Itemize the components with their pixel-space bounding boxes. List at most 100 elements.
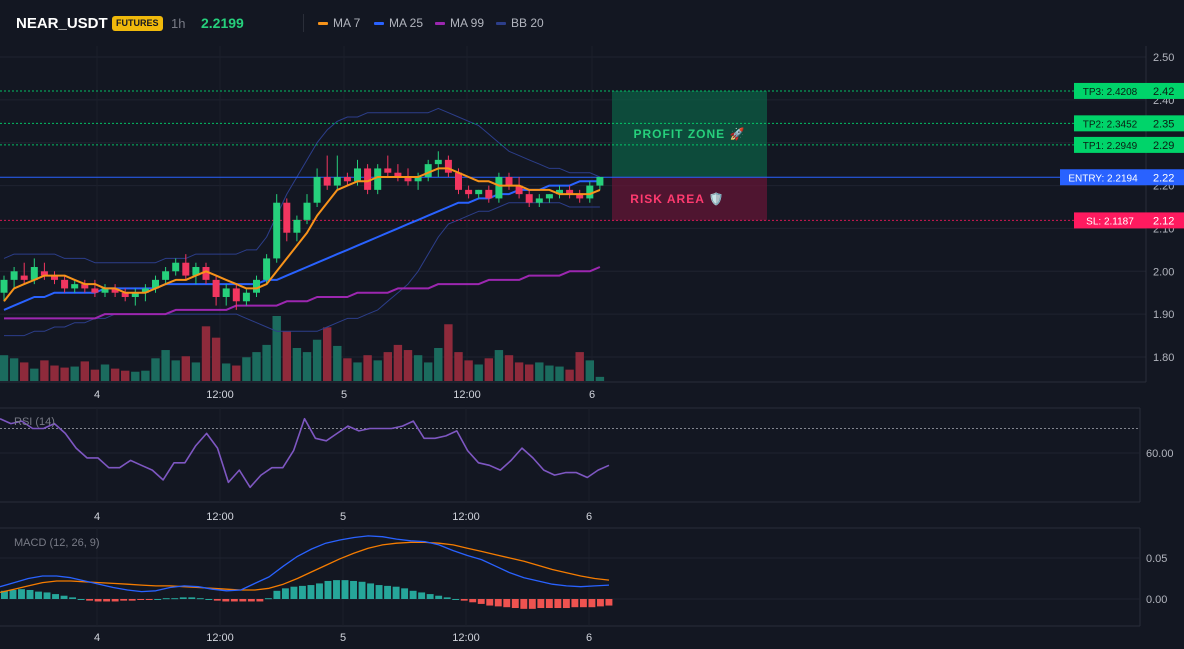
volume-bar <box>9 358 19 381</box>
macd-histogram-bar <box>273 590 281 599</box>
candle <box>182 262 190 276</box>
volume-bar <box>40 360 49 381</box>
macd-histogram-bar <box>384 585 392 599</box>
macd-histogram-bar <box>103 599 111 602</box>
legend-ma99[interactable]: MA 99 <box>435 16 484 30</box>
macd-histogram-bar <box>94 599 102 602</box>
candle <box>253 279 260 293</box>
macd-histogram-bar <box>537 599 545 609</box>
macd-tick-label: 0.05 <box>1146 553 1167 565</box>
macd-histogram-bar <box>392 586 400 599</box>
rsi-title: RSI (14) <box>14 416 55 428</box>
volume-bar <box>201 326 211 381</box>
volume-bar <box>494 350 504 381</box>
volume-bar <box>141 370 150 381</box>
candle <box>444 159 452 173</box>
candle <box>586 185 594 199</box>
time-tick-label: 4 <box>94 632 100 644</box>
risk-zone <box>612 177 767 221</box>
legend-swatch-icon <box>435 22 445 26</box>
candle <box>242 292 250 302</box>
time-tick-label: 5 <box>340 511 346 523</box>
macd-histogram-bar <box>196 598 204 600</box>
macd-histogram-bar <box>452 599 460 600</box>
price-tick-label: 2.00 <box>1153 266 1174 278</box>
candle <box>283 202 291 233</box>
volume-bar <box>70 366 79 381</box>
macd-histogram-bar <box>316 583 323 599</box>
volume-bar <box>131 371 140 381</box>
volume-bar <box>484 358 493 381</box>
macd-histogram-bar <box>239 599 247 602</box>
volume-bar <box>535 362 544 381</box>
volume-bar <box>222 363 231 381</box>
candle <box>434 159 442 165</box>
legend-label: MA 25 <box>389 16 424 30</box>
candle <box>101 288 109 293</box>
macd-histogram-bar <box>545 599 553 609</box>
volume-bar <box>363 355 372 381</box>
macd-histogram-bar <box>86 599 94 601</box>
chart-header: NEAR_USDT FUTURES 1h 2.2199 MA 7 MA 25 M… <box>0 0 1184 46</box>
macd-histogram-bar <box>511 599 519 609</box>
candle <box>131 292 139 297</box>
volume-bar <box>211 337 221 381</box>
time-tick-label: 12:00 <box>206 389 234 401</box>
macd-histogram-bar <box>256 599 264 602</box>
macd-histogram-bar <box>222 599 230 602</box>
candle <box>121 292 129 297</box>
volume-bar <box>242 357 251 381</box>
candle <box>404 177 412 182</box>
candle <box>10 271 18 280</box>
timeframe-label[interactable]: 1h <box>171 16 186 31</box>
candle <box>141 288 149 293</box>
candle <box>374 168 382 190</box>
volume-bar <box>80 361 89 381</box>
time-tick-label: 12:00 <box>206 632 234 644</box>
bb-lower-line <box>4 202 600 337</box>
legend-ma7[interactable]: MA 7 <box>318 16 360 30</box>
level-tag-label: ENTRY: 2.2194 <box>1068 173 1138 184</box>
macd-histogram-bar <box>18 589 25 599</box>
macd-signal-line <box>0 541 610 594</box>
candle <box>414 177 422 182</box>
candle <box>455 172 462 190</box>
macd-histogram-bar <box>341 580 349 599</box>
macd-histogram-bar <box>52 594 59 599</box>
candle <box>162 271 170 280</box>
volume-bar <box>20 362 29 381</box>
macd-histogram-bar <box>154 599 162 600</box>
candle <box>152 279 159 289</box>
volume-bar <box>292 347 302 381</box>
volume-bar <box>383 352 392 381</box>
legend-bb20[interactable]: BB 20 <box>496 16 544 30</box>
macd-histogram-bar <box>307 585 315 599</box>
candle <box>30 267 38 280</box>
legend-ma25[interactable]: MA 25 <box>374 16 423 30</box>
macd-histogram-bar <box>605 599 613 606</box>
volume-bar <box>393 344 403 381</box>
macd-title: MACD (12, 26, 9) <box>14 537 100 549</box>
candle <box>394 172 402 177</box>
time-tick-label: 4 <box>94 511 100 523</box>
macd-histogram-bar <box>596 599 604 607</box>
candle <box>475 189 483 195</box>
candle <box>566 189 574 195</box>
volume-bar <box>514 362 524 381</box>
candle <box>303 202 311 220</box>
candle <box>576 194 584 199</box>
macd-histogram-bar <box>367 583 375 599</box>
macd-histogram-bar <box>554 599 562 609</box>
volume-bar <box>100 364 110 381</box>
level-axis-tag <box>1146 82 1184 99</box>
time-tick-label: 12:00 <box>452 511 480 523</box>
volume-bar <box>312 339 322 381</box>
macd-line <box>0 535 610 593</box>
time-tick-label: 6 <box>586 511 592 523</box>
level-tag <box>1074 136 1146 153</box>
volume-bar <box>373 360 382 381</box>
symbol-label[interactable]: NEAR_USDT <box>16 15 108 32</box>
macd-histogram-bar <box>409 590 417 599</box>
legend-label: MA 7 <box>333 16 361 30</box>
